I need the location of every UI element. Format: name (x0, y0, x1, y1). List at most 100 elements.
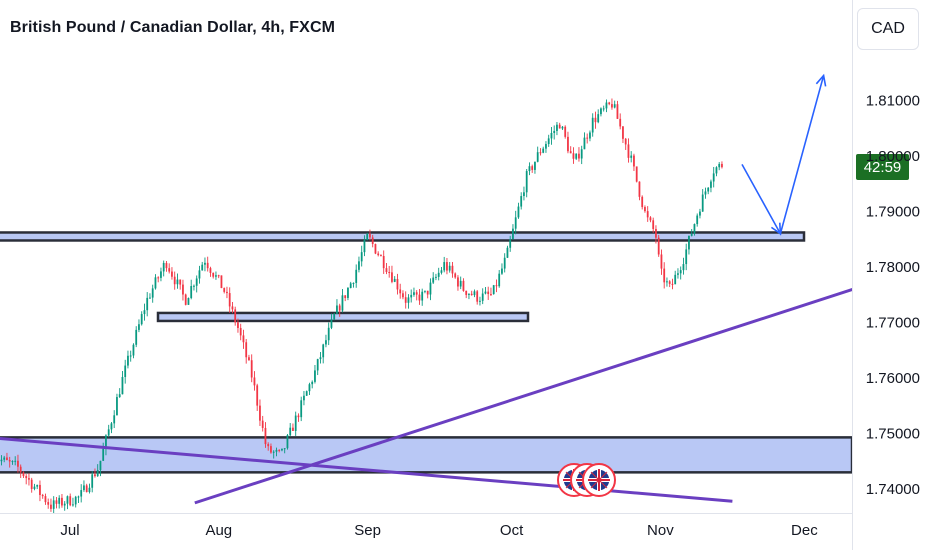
candle-body (39, 484, 41, 496)
candle-body (129, 355, 132, 357)
candle-body (121, 377, 124, 395)
candle-body (333, 313, 336, 320)
candle-body (407, 297, 410, 303)
candle-body (421, 291, 424, 301)
candle-body (663, 268, 666, 283)
candle-body (96, 470, 99, 477)
candle-body (187, 298, 190, 305)
time-tick-label: Nov (647, 522, 674, 539)
candle-body (448, 265, 451, 271)
candle-body (352, 282, 355, 284)
candle-body (358, 261, 360, 270)
candle-body (451, 265, 454, 274)
candle-body (619, 118, 622, 127)
candle-body (28, 478, 30, 480)
candle-body (44, 496, 47, 503)
candle-body (179, 279, 182, 285)
candle-body (575, 153, 578, 159)
candle-body (578, 153, 580, 159)
candle-body (688, 235, 690, 250)
candle-body (338, 305, 341, 311)
candle-body (545, 144, 547, 149)
price-tick-label: 1.81000 (866, 93, 920, 110)
candle-body (487, 291, 490, 295)
price-tick-label: 1.77000 (866, 315, 920, 332)
candle-body (3, 457, 6, 460)
time-tick-label: Dec (791, 522, 818, 539)
candle-body (677, 273, 679, 275)
candle-body (424, 290, 426, 292)
candle-body (242, 335, 245, 343)
candle-body (8, 459, 11, 462)
candle-body (11, 461, 14, 463)
candle-body (459, 280, 462, 287)
candle-body (649, 217, 652, 221)
candle-body (58, 497, 61, 504)
candle-body (506, 247, 509, 258)
candle-body (204, 262, 206, 265)
candle-body (602, 108, 605, 110)
candle-body (611, 104, 613, 108)
candle-body (250, 360, 253, 378)
candle-body (264, 427, 267, 445)
candle-body (635, 166, 638, 182)
candle-body (281, 448, 283, 451)
candle-body (699, 211, 701, 216)
candle-body (624, 138, 627, 145)
candle-body (118, 394, 121, 398)
candle-body (693, 224, 696, 234)
candle-body (77, 496, 80, 498)
candle-body (704, 191, 707, 195)
candle-body (591, 117, 594, 133)
candle-body (256, 385, 259, 406)
uk-flag-event-icon (582, 463, 616, 497)
candle-body (569, 151, 572, 154)
candle-body (638, 181, 641, 197)
candle-body (19, 466, 22, 473)
candle-body (102, 448, 105, 461)
candle-body (283, 448, 286, 450)
candle-body (710, 181, 712, 188)
candle-body (124, 365, 127, 378)
currency-button[interactable]: CAD (857, 8, 919, 50)
candle-body (572, 153, 575, 159)
demand-zone (0, 436, 852, 474)
candle-body (116, 397, 118, 416)
candle-body (492, 285, 495, 295)
candle-body (682, 264, 685, 271)
candle-body (503, 257, 506, 269)
candle-body (30, 479, 33, 489)
candle-body (146, 297, 149, 311)
candle-body (105, 435, 107, 449)
arrowhead-icon (815, 73, 827, 87)
candle-body (652, 220, 655, 229)
candle-body (63, 503, 66, 506)
candle-body (608, 102, 611, 105)
candle-body (413, 292, 415, 295)
candle-body (303, 395, 305, 401)
candle-body (355, 269, 358, 283)
candle-body (547, 138, 550, 145)
candle-body (162, 262, 165, 272)
candle-body (267, 444, 270, 447)
candle-body (363, 239, 366, 253)
chart-title: British Pound / Canadian Dollar, 4h, FXC… (10, 19, 336, 36)
candle-body (657, 237, 660, 255)
candle-body (666, 281, 668, 283)
candle-body (481, 293, 484, 301)
rising-trendline (194, 287, 852, 505)
candle-body (539, 152, 542, 154)
candle-body (173, 276, 176, 285)
candle-body (201, 264, 204, 271)
candle-body (297, 415, 300, 418)
candle-body (437, 272, 440, 277)
candle-body (429, 282, 432, 295)
candle-body (66, 496, 69, 504)
candle-body (556, 124, 558, 131)
candle-body (553, 130, 556, 133)
candle-body (399, 289, 402, 294)
candle-body (322, 344, 325, 358)
candle-body (690, 233, 693, 236)
candle-body (520, 196, 523, 207)
